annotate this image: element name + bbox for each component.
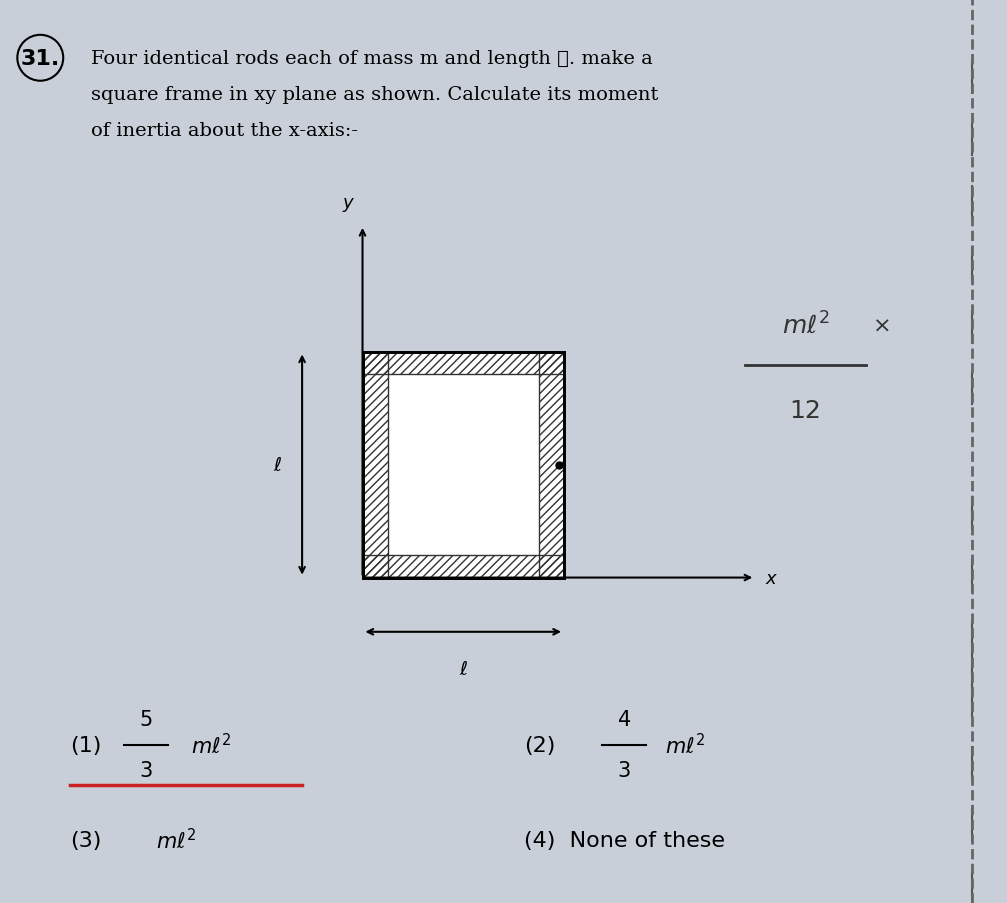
Text: (2): (2) bbox=[524, 735, 555, 755]
Text: $m\ell^2$: $m\ell^2$ bbox=[191, 732, 232, 758]
Text: 5: 5 bbox=[139, 710, 153, 730]
Bar bbox=[363, 352, 564, 375]
Bar bbox=[539, 352, 564, 578]
Text: 12: 12 bbox=[789, 399, 822, 423]
Text: 3: 3 bbox=[139, 760, 153, 780]
Text: $m\ell^2$: $m\ell^2$ bbox=[781, 312, 830, 339]
Text: square frame in xy plane as shown. Calculate its moment: square frame in xy plane as shown. Calcu… bbox=[91, 86, 658, 104]
Text: (4)  None of these: (4) None of these bbox=[524, 830, 725, 850]
Text: (1): (1) bbox=[70, 735, 102, 755]
Text: $m\ell^2$: $m\ell^2$ bbox=[665, 732, 705, 758]
Text: x: x bbox=[765, 569, 776, 587]
Text: Four identical rods each of mass m and length ℓ. make a: Four identical rods each of mass m and l… bbox=[91, 50, 653, 68]
Text: $\ell$: $\ell$ bbox=[273, 455, 282, 475]
Text: $\ell$: $\ell$ bbox=[458, 659, 468, 678]
Text: y: y bbox=[342, 194, 352, 212]
Text: 4: 4 bbox=[617, 710, 631, 730]
Text: (3): (3) bbox=[70, 830, 102, 850]
Text: $\times$: $\times$ bbox=[872, 315, 890, 335]
Text: 31.: 31. bbox=[21, 49, 59, 69]
Bar bbox=[363, 352, 388, 578]
Text: 3: 3 bbox=[617, 760, 631, 780]
Bar bbox=[363, 555, 564, 578]
FancyBboxPatch shape bbox=[363, 352, 564, 578]
Text: $m\ell^2$: $m\ell^2$ bbox=[156, 827, 196, 852]
Text: of inertia about the x-axis:-: of inertia about the x-axis:- bbox=[91, 122, 357, 140]
